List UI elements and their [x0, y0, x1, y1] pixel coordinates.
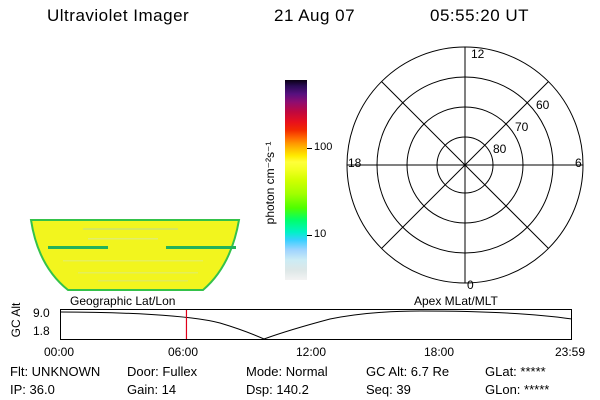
info-flight: Flt: UNKNOWN [10, 364, 101, 379]
colorbar-unit-label: photon cm⁻²s⁻¹ [263, 141, 277, 225]
colorbar-tick-mark [307, 148, 312, 149]
info-glat: GLat: ***** [485, 364, 546, 379]
apex-panel-title: Apex MLat/MLT [414, 294, 498, 308]
info-gain: Gain: 14 [127, 382, 177, 397]
mlat-label-70: 70 [515, 120, 529, 134]
info-glon: GLon: ***** [485, 382, 550, 397]
colorbar-tick-10: 10 [314, 228, 327, 240]
intensity-colorbar [285, 80, 307, 280]
colorbar-tick-mark [307, 235, 312, 236]
alt-tick-high: 9.0 [33, 306, 50, 320]
info-ip: IP: 36.0 [10, 382, 55, 397]
time-tick-0000: 00:00 [44, 345, 75, 359]
mlt-label-6: 6 [575, 156, 582, 170]
info-gc-alt: GC Alt: 6.7 Re [366, 364, 450, 379]
time-tick-1200: 12:00 [296, 345, 327, 359]
info-door: Door: Fullex [127, 364, 198, 379]
image-time: 05:55:20 UT [430, 6, 530, 25]
gc-altitude-timeline [60, 309, 572, 340]
time-tick-0600: 06:00 [168, 345, 199, 359]
time-tick-2359: 23:59 [555, 345, 586, 359]
info-mode: Mode: Normal [246, 364, 328, 379]
mlt-label-18: 18 [348, 156, 362, 170]
time-tick-1800: 18:00 [424, 345, 455, 359]
mlt-label-0: 0 [467, 278, 474, 292]
mlat-label-80: 80 [493, 142, 507, 156]
alt-tick-low: 1.8 [33, 324, 50, 338]
geographic-panel-title: Geographic Lat/Lon [70, 294, 176, 308]
geographic-swath-image [29, 219, 241, 291]
mlt-label-12: 12 [471, 47, 485, 61]
info-seq: Seq: 39 [366, 382, 411, 397]
info-dsp: Dsp: 140.2 [246, 382, 309, 397]
colorbar-tick-100: 100 [314, 141, 333, 153]
gc-alt-axis-label: GC Alt [9, 302, 23, 338]
instrument-title: Ultraviolet Imager [47, 6, 190, 25]
polar-mlat-mlt-plot: 12 18 6 0 60 70 80 [346, 46, 584, 292]
image-date: 21 Aug 07 [274, 6, 356, 25]
mlat-label-60: 60 [536, 98, 550, 112]
